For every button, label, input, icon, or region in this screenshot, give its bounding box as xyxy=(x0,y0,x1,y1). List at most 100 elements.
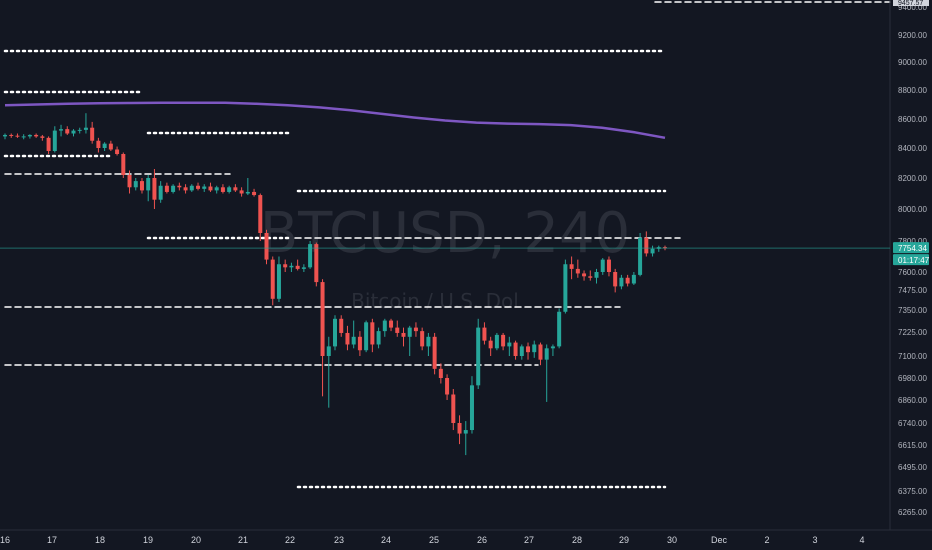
price-tick-label: 8000.00 xyxy=(898,205,927,214)
date-tick-label: 23 xyxy=(334,535,344,545)
candle-body xyxy=(158,185,163,200)
candle-body xyxy=(351,336,356,345)
date-tick-label: 2 xyxy=(764,535,769,545)
candle-body xyxy=(457,423,462,434)
candle-body xyxy=(264,233,269,260)
price-tick-label: 7100.00 xyxy=(898,352,927,361)
price-tick-label: 9400.00 xyxy=(898,3,927,12)
date-tick-label: Dec xyxy=(711,535,728,545)
candle-body xyxy=(550,346,555,349)
candle-body xyxy=(389,320,394,328)
price-axis[interactable]: 6265.00 6375.00 6495.00 6615.00 6740.00 6860.… xyxy=(898,3,927,517)
moving-average xyxy=(4,101,666,140)
candle-body xyxy=(476,327,481,386)
candle-body xyxy=(401,332,406,337)
candle-body xyxy=(21,136,26,138)
candle-body xyxy=(407,327,412,337)
candle-body xyxy=(469,385,474,431)
price-tick-label: 8400.00 xyxy=(898,144,927,153)
price-tick-label: 6860.00 xyxy=(898,396,927,405)
candle-body xyxy=(420,331,425,347)
candle-body xyxy=(34,134,39,137)
candle-body xyxy=(40,136,45,138)
candle-body xyxy=(108,143,113,150)
candle-body xyxy=(220,187,225,192)
candles xyxy=(3,113,667,456)
candle-body xyxy=(71,130,76,134)
date-tick-label: 20 xyxy=(191,535,201,545)
price-tick-label: 9000.00 xyxy=(898,58,927,67)
price-tick-label: 7225.00 xyxy=(898,328,927,337)
countdown-badge xyxy=(893,254,929,266)
candle-body xyxy=(644,237,649,254)
current-price-label: 7754.34 xyxy=(898,244,927,253)
candle-body xyxy=(90,127,95,141)
candle-body xyxy=(488,340,493,349)
date-tick-label: 27 xyxy=(524,535,534,545)
candle-body xyxy=(59,129,64,131)
candle-body xyxy=(258,195,263,233)
candle-body xyxy=(3,134,7,137)
candle-body xyxy=(233,187,238,191)
price-tick-label: 8600.00 xyxy=(898,115,927,124)
candle-body xyxy=(239,190,244,194)
candle-body xyxy=(77,129,82,131)
candle-body xyxy=(83,127,88,130)
candle-body xyxy=(413,327,418,332)
candle-body xyxy=(9,134,14,136)
date-tick-label: 30 xyxy=(667,535,677,545)
candle-body xyxy=(15,135,20,137)
candle-body xyxy=(139,181,144,191)
candle-body xyxy=(227,187,232,192)
candle-body xyxy=(625,277,630,284)
candle-body xyxy=(102,143,107,148)
candle-body xyxy=(202,186,207,189)
candle-body xyxy=(276,264,281,299)
candle-body xyxy=(245,191,250,194)
date-tick-label: 29 xyxy=(619,535,629,545)
date-tick-label: 21 xyxy=(238,535,248,545)
candle-body xyxy=(289,265,294,268)
price-tick-label: 6495.00 xyxy=(898,463,927,472)
date-tick-label: 16 xyxy=(0,535,10,545)
candle-body xyxy=(96,140,101,148)
candle-body xyxy=(526,346,531,353)
top-level-badge xyxy=(893,0,929,6)
candle-body xyxy=(519,346,524,356)
candle-body xyxy=(445,378,450,395)
candle-body xyxy=(115,149,120,154)
date-tick-label: 17 xyxy=(47,535,57,545)
candle-body xyxy=(152,178,157,200)
price-tick-label: 7800.00 xyxy=(898,237,927,246)
candle-body xyxy=(613,272,618,287)
candle-body xyxy=(357,336,362,351)
candle-body xyxy=(345,332,350,345)
candle-body xyxy=(544,348,549,360)
candle-body xyxy=(127,175,132,188)
candle-body xyxy=(382,320,387,332)
countdown-label: 01:17:47 xyxy=(898,256,930,265)
price-tick-label: 6740.00 xyxy=(898,419,927,428)
date-tick-label: 26 xyxy=(477,535,487,545)
candle-body xyxy=(214,187,219,191)
top-level-label: 9457.57 xyxy=(898,0,923,7)
candle-body xyxy=(364,322,369,351)
date-tick-label: 3 xyxy=(812,535,817,545)
watermark-description: Bitcoin / U.S. Dol xyxy=(351,289,519,313)
current-price-badge xyxy=(893,242,929,254)
candle-body xyxy=(164,185,169,192)
date-tick-label: 4 xyxy=(859,535,864,545)
date-tick-label: 25 xyxy=(429,535,439,545)
candle-body xyxy=(183,187,188,191)
candle-body xyxy=(600,259,605,272)
candle-body xyxy=(513,342,518,356)
watermark-symbol: BTCUSD, 240 xyxy=(260,201,631,266)
candle-body xyxy=(283,264,288,268)
candle-body xyxy=(575,268,580,274)
candle-body xyxy=(432,336,437,369)
candle-body xyxy=(314,244,319,283)
time-axis[interactable]: 16 17 18 19 20 21 22 23 24 25 26 27 28 29 30 Dec 2 3 4 xyxy=(0,535,865,545)
candle-body xyxy=(177,185,182,188)
